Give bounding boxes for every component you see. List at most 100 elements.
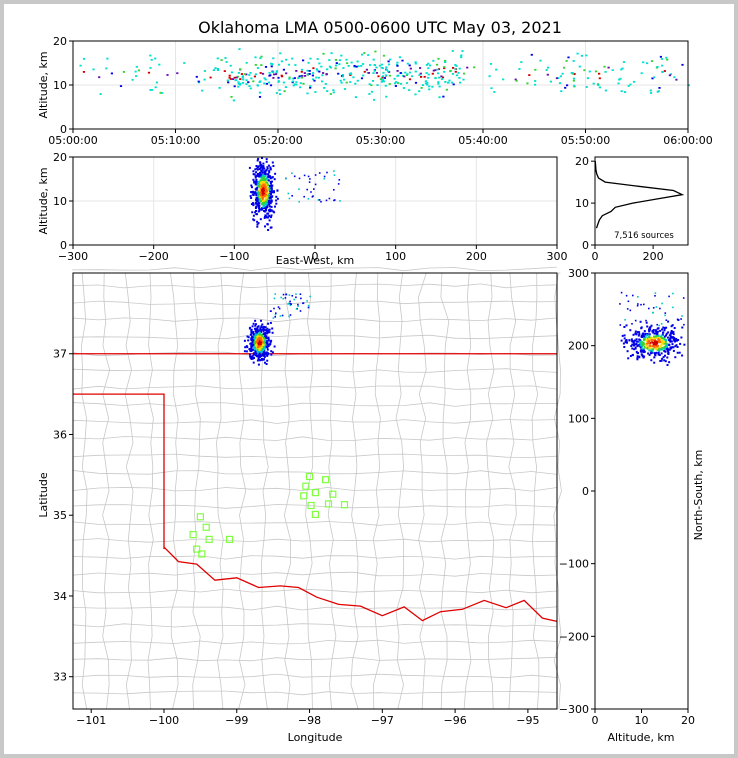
plan-source-point (267, 338, 270, 341)
ew-source-point (264, 191, 267, 194)
ew-source-point (262, 203, 265, 205)
time-ylabel: Altitude, km (37, 51, 50, 118)
plan-source-point (243, 350, 246, 353)
ew-source-point (261, 196, 264, 199)
time-source-point (92, 68, 95, 71)
ns-source-point (637, 303, 639, 305)
ns-source-point (666, 336, 669, 339)
time-source-point (518, 68, 521, 70)
ew-source-point (251, 186, 253, 189)
ns-source-point (641, 349, 644, 352)
time-source-point (227, 81, 230, 84)
ew-source-point (273, 211, 276, 214)
time-source-point (338, 59, 342, 62)
time-source-point (381, 67, 384, 70)
time-source-point (256, 67, 260, 69)
plan-source-point (265, 330, 268, 333)
plan-source-point (266, 332, 269, 335)
ew-ylabel: Altitude, km (37, 167, 50, 234)
ew-source-point (265, 160, 268, 163)
plan-source-point (306, 300, 308, 302)
time-source-point (292, 80, 295, 83)
time-source-point (110, 72, 113, 75)
ew-source-point (257, 157, 260, 160)
ns-source-point (660, 352, 663, 355)
ns-source-point (635, 332, 638, 335)
time-source-point (567, 56, 570, 59)
time-source-point (438, 85, 441, 88)
ns-source-point (641, 347, 644, 350)
plan-source-point (252, 339, 255, 342)
plan-source-point (254, 319, 257, 322)
ns-source-point (651, 350, 654, 353)
ns-source-point (650, 324, 653, 327)
time-source-point (438, 76, 441, 79)
plan-source-point (263, 328, 265, 331)
time-source-point (399, 82, 403, 85)
ew-source-point (264, 172, 267, 175)
ns-source-point (633, 348, 636, 351)
ns-source-point (642, 335, 645, 338)
time-source-point (565, 60, 568, 62)
ns-source-point (653, 356, 656, 359)
time-source-point (161, 92, 164, 94)
time-source-point (301, 74, 304, 77)
time-source-point (314, 91, 317, 93)
ew-x-tick-label: −300 (58, 250, 88, 263)
lma-station-marker (196, 513, 204, 521)
ew-source-point (263, 179, 266, 182)
time-source-point (329, 66, 332, 69)
plan-y-tick-label: 34 (53, 590, 67, 603)
ns-source-point (634, 339, 637, 342)
ew-source-point (291, 172, 293, 174)
time-source-point (258, 96, 262, 98)
time-source-point (230, 71, 233, 74)
ns-source-point (682, 297, 685, 299)
time-source-point (398, 56, 401, 59)
plan-source-point (290, 303, 292, 305)
time-source-point (408, 89, 411, 91)
ns-source-point (643, 349, 646, 352)
ew-source-point (257, 200, 260, 203)
time-source-point (275, 70, 278, 72)
time-source-point (338, 63, 341, 66)
ns-source-point (643, 330, 646, 333)
time-source-point (681, 63, 684, 66)
plan-source-point (287, 303, 289, 305)
plan-source-point (252, 348, 255, 351)
ns-source-point (650, 348, 653, 351)
ns-source-point (652, 339, 655, 342)
plan-source-point (261, 339, 264, 342)
time-source-point (387, 63, 391, 66)
time-source-point (197, 80, 200, 83)
plan-source-point (248, 348, 251, 351)
lma-station-marker (300, 492, 308, 500)
plan-source-point (254, 346, 256, 349)
ew-source-point (254, 202, 257, 205)
time-source-point (349, 81, 352, 83)
time-source-point (328, 59, 331, 61)
county-border (72, 623, 558, 628)
ew-source-point (262, 205, 265, 208)
ns-source-point (661, 328, 663, 331)
time-source-point (372, 72, 375, 74)
ns-source-point (659, 307, 661, 310)
time-source-point (223, 70, 226, 72)
time-source-point (322, 72, 325, 74)
ew-source-point (264, 178, 267, 181)
ns-source-point (676, 346, 679, 348)
plan-source-point (249, 356, 252, 359)
ns-source-point (626, 350, 629, 353)
time-source-point (312, 72, 315, 74)
plan-source-point (251, 355, 254, 358)
lma-station-marker (307, 501, 315, 510)
time-source-point (441, 76, 445, 79)
ew-frame (72, 156, 558, 246)
time-source-point (325, 73, 328, 75)
plan-source-point (249, 355, 252, 358)
ew-source-point (264, 197, 267, 200)
hist-x-tick-label: 0 (592, 250, 599, 263)
ew-source-point (273, 190, 275, 193)
plan-source-point (260, 329, 263, 332)
county-border (72, 436, 558, 441)
